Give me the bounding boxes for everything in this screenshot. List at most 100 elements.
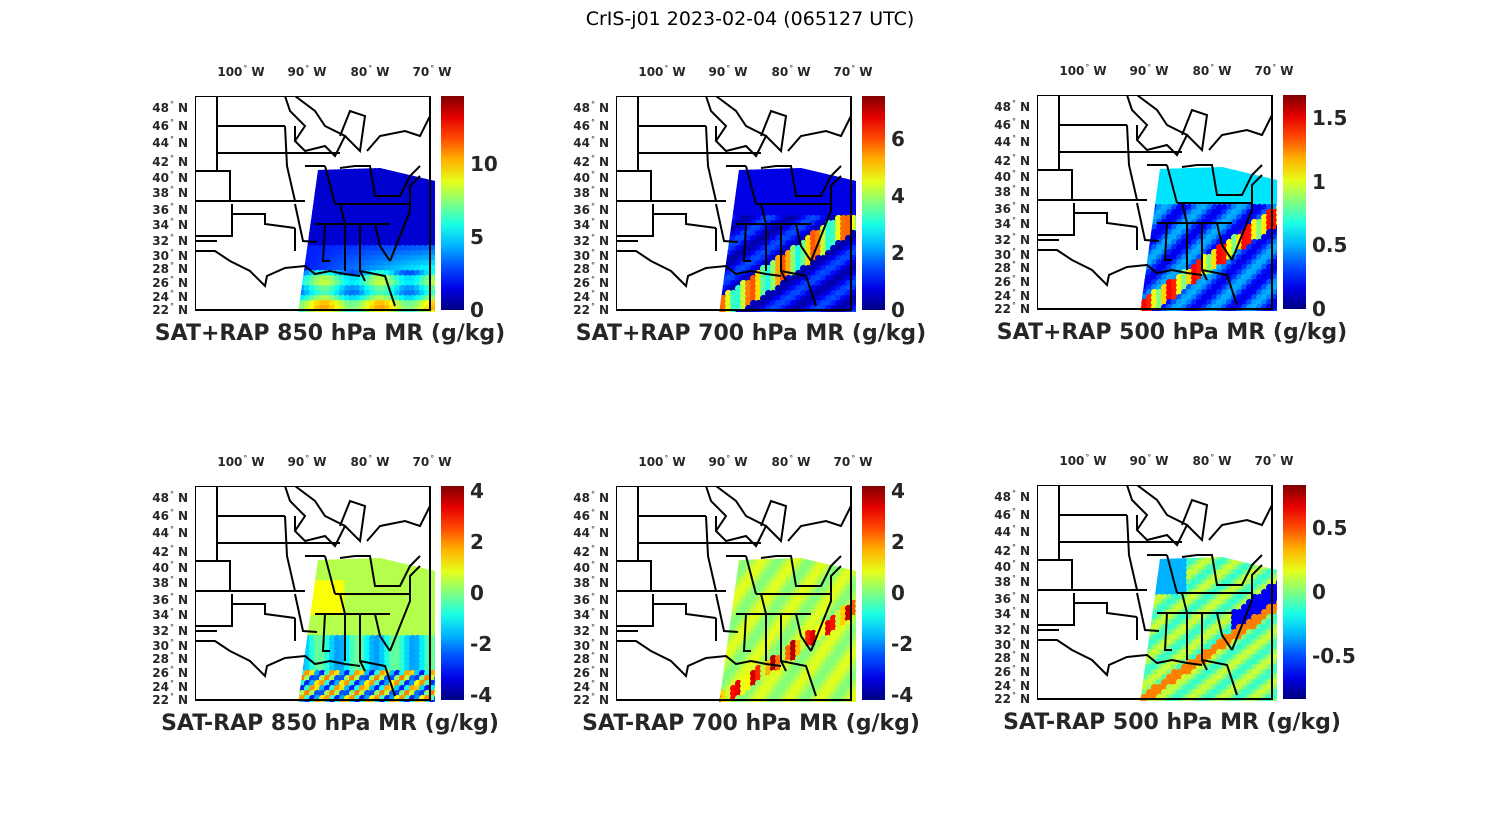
data-swath [1140, 167, 1277, 311]
lon-tick-label: 100° W [638, 454, 686, 469]
lon-tick-label: 100° W [1059, 453, 1107, 468]
lat-tick-label: 38° N [573, 185, 609, 200]
lat-tick-label: 44° N [152, 135, 188, 150]
lat-tick-label: 36° N [573, 592, 609, 607]
map-panel-3: 100° W 90° W 80° W 70° W 48° N 46° N 44° N 42° N 40° N 38°… [962, 63, 1382, 353]
lat-tick-label: 40° N [152, 170, 188, 185]
state-borders [1037, 95, 1273, 310]
panel-title: SAT-RAP 500 hPa MR (g/kg) [1003, 710, 1341, 735]
lat-tick-label: 32° N [994, 622, 1030, 637]
colorbar-tick-label: 0 [891, 298, 905, 322]
lon-tick-label: 90° W [708, 454, 748, 469]
colorbar [862, 486, 885, 700]
lon-tick-label: 80° W [771, 454, 811, 469]
colorbar-tick-label: 2 [470, 530, 484, 555]
data-swath [1140, 557, 1277, 701]
lat-tick-label: 42° N [152, 544, 188, 559]
lat-tick-label: 30° N [573, 638, 609, 653]
panel-title: SAT+RAP 500 hPa MR (g/kg) [996, 320, 1348, 345]
colorbar-tick-label: 6 [891, 126, 905, 151]
colorbar-tick-label: 0 [470, 581, 484, 605]
lat-tick-label: 46° N [573, 118, 609, 133]
panel-title: SAT-RAP 850 hPa MR (g/kg) [161, 711, 499, 736]
lat-tick-label: 30° N [152, 638, 188, 653]
lat-tick-label: 22° N [152, 302, 188, 317]
colorbar-tick-label: 2 [891, 530, 905, 555]
lat-tick-label: 24° N [152, 679, 188, 694]
panel-title: SAT-RAP 700 hPa MR (g/kg) [582, 711, 920, 736]
lat-tick-label: 24° N [573, 289, 609, 304]
colorbar [862, 96, 885, 310]
lat-tick-label: 40° N [573, 170, 609, 185]
colorbar-tick-label: -0.5 [1312, 643, 1356, 668]
lat-tick-label: 36° N [994, 201, 1030, 216]
lat-tick-label: 34° N [152, 607, 188, 622]
lat-tick-label: 40° N [994, 169, 1030, 184]
lat-tick-label: 42° N [994, 543, 1030, 558]
lat-tick-label: 48° N [573, 100, 609, 115]
lat-tick-label: 24° N [152, 289, 188, 304]
lat-tick-label: 38° N [152, 185, 188, 200]
lat-tick-label: 32° N [994, 232, 1030, 247]
colorbar [441, 96, 464, 310]
colorbar-tick-label: 0 [891, 581, 905, 605]
lat-tick-label: 40° N [152, 560, 188, 575]
lat-tick-label: 40° N [994, 559, 1030, 574]
lat-tick-label: 48° N [994, 99, 1030, 114]
lat-tick-label: 48° N [152, 490, 188, 505]
lat-tick-label: 34° N [994, 216, 1030, 231]
colorbar-tick-label: 4 [891, 183, 905, 208]
lat-tick-label: 44° N [573, 525, 609, 540]
lat-tick-label: 22° N [994, 691, 1030, 706]
colorbar [441, 486, 464, 700]
lat-tick-label: 24° N [573, 679, 609, 694]
lat-tick-label: 42° N [994, 153, 1030, 168]
colorbar-tick-label: 1.5 [1312, 105, 1348, 130]
data-swath [298, 168, 435, 312]
lat-tick-label: 32° N [152, 623, 188, 638]
lat-tick-label: 36° N [152, 592, 188, 607]
lat-tick-label: 34° N [152, 217, 188, 232]
map-axes [1037, 95, 1306, 311]
lat-tick-label: 44° N [152, 525, 188, 540]
lat-tick-label: 26° N [152, 275, 188, 290]
lat-tick-label: 42° N [573, 544, 609, 559]
lat-tick-label: 46° N [573, 508, 609, 523]
map-panel-1: 100° W 90° W 80° W 70° W 48° N 46° N 44° N 42° N 40° N 38°… [120, 64, 540, 354]
lat-tick-label: 30° N [994, 247, 1030, 262]
lat-tick-label: 44° N [573, 135, 609, 150]
map-panel-2: 100° W 90° W 80° W 70° W 48° N 46° N 44° N 42° N 40° N 38°… [541, 64, 961, 354]
lat-tick-label: 26° N [152, 665, 188, 680]
lat-tick-label: 28° N [152, 651, 188, 666]
lon-tick-label: 80° W [771, 64, 811, 79]
lat-tick-label: 26° N [573, 665, 609, 680]
lat-tick-label: 30° N [573, 248, 609, 263]
colorbar-tick-label: 0.5 [1312, 233, 1348, 258]
lon-tick-label: 80° W [350, 64, 390, 79]
lat-tick-label: 26° N [994, 664, 1030, 679]
lat-tick-label: 46° N [994, 507, 1030, 522]
colorbar-tick-label: 2 [891, 240, 905, 265]
lon-tick-label: 70° W [412, 454, 452, 469]
lat-tick-label: 30° N [152, 248, 188, 263]
state-borders [195, 96, 431, 311]
colorbar-tick-label: -4 [470, 682, 493, 707]
lat-tick-label: 24° N [994, 678, 1030, 693]
data-swath [298, 558, 435, 702]
lon-tick-label: 70° W [1254, 63, 1294, 78]
lat-tick-label: 34° N [573, 217, 609, 232]
data-swath [719, 168, 856, 312]
lat-tick-label: 42° N [573, 154, 609, 169]
lon-tick-label: 90° W [1129, 453, 1169, 468]
lon-tick-label: 90° W [1129, 63, 1169, 78]
lon-tick-label: 80° W [1192, 453, 1232, 468]
state-borders [616, 96, 852, 311]
colorbar-tick-label: -4 [891, 682, 914, 707]
lat-tick-label: 22° N [573, 692, 609, 707]
lon-tick-label: 100° W [638, 64, 686, 79]
lon-tick-label: 100° W [217, 454, 265, 469]
colorbar-tick-label: -2 [891, 631, 914, 656]
colorbar-tick-label: -2 [470, 631, 493, 656]
map-panel-6: 100° W 90° W 80° W 70° W 48° N 46° N 44° N 42° N 40° N 38°… [962, 453, 1382, 743]
state-borders [616, 486, 852, 701]
